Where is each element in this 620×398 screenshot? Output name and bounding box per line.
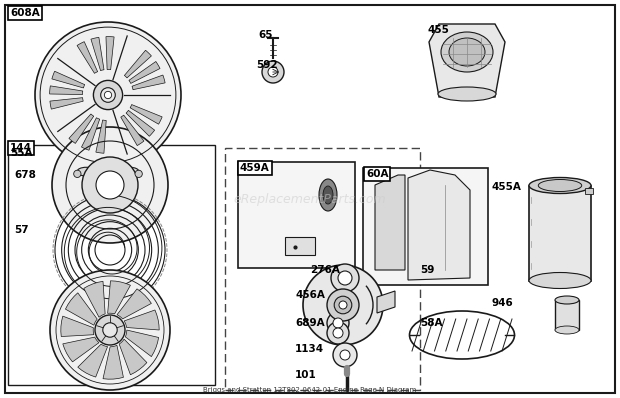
Polygon shape	[429, 24, 505, 97]
Text: 58A: 58A	[420, 318, 443, 328]
Bar	[285, 237, 315, 255]
Text: 144: 144	[10, 143, 32, 153]
Polygon shape	[78, 344, 108, 377]
Text: 57: 57	[14, 225, 29, 235]
Text: 678: 678	[14, 170, 36, 180]
Ellipse shape	[449, 38, 485, 66]
Polygon shape	[375, 175, 405, 270]
Ellipse shape	[438, 87, 496, 101]
Ellipse shape	[121, 167, 139, 176]
Ellipse shape	[555, 326, 579, 334]
Polygon shape	[129, 62, 160, 84]
Circle shape	[262, 61, 284, 83]
Circle shape	[327, 289, 359, 321]
Polygon shape	[125, 50, 151, 78]
Text: 455A: 455A	[492, 182, 522, 192]
Bar	[238, 162, 355, 268]
Text: 946: 946	[492, 298, 514, 308]
Polygon shape	[126, 110, 154, 136]
Bar	[529, 185, 591, 281]
Polygon shape	[77, 42, 97, 73]
Text: 459A: 459A	[240, 163, 270, 173]
Circle shape	[338, 271, 352, 285]
Text: Briggs and Stratton 12T802-0642-01 Engine Page N Diagram: Briggs and Stratton 12T802-0642-01 Engin…	[203, 387, 417, 393]
Bar	[225, 148, 420, 390]
Ellipse shape	[319, 179, 337, 211]
Circle shape	[334, 296, 352, 314]
Polygon shape	[106, 37, 114, 70]
Text: 65: 65	[258, 30, 273, 40]
Text: 592: 592	[256, 60, 278, 70]
Text: 1134: 1134	[295, 344, 324, 354]
Polygon shape	[84, 281, 105, 317]
Circle shape	[339, 301, 347, 309]
Polygon shape	[50, 86, 82, 95]
Polygon shape	[119, 339, 147, 375]
Ellipse shape	[77, 167, 95, 176]
Ellipse shape	[555, 296, 579, 304]
Polygon shape	[377, 291, 395, 313]
Circle shape	[333, 318, 343, 328]
Text: 60A: 60A	[366, 169, 389, 179]
Bar	[585, 187, 593, 193]
Polygon shape	[63, 337, 99, 362]
Polygon shape	[103, 345, 123, 379]
Text: 55A: 55A	[10, 148, 32, 158]
Circle shape	[50, 270, 170, 390]
Polygon shape	[69, 114, 94, 143]
Circle shape	[35, 22, 181, 168]
Polygon shape	[64, 159, 152, 179]
Bar	[363, 168, 488, 285]
Polygon shape	[132, 75, 165, 90]
Ellipse shape	[538, 179, 582, 191]
Circle shape	[96, 171, 124, 199]
Polygon shape	[130, 105, 162, 124]
Circle shape	[135, 170, 143, 178]
Polygon shape	[117, 289, 151, 319]
Text: 455: 455	[428, 25, 450, 35]
Bar	[8, 145, 215, 385]
Polygon shape	[52, 71, 85, 88]
Circle shape	[333, 343, 357, 367]
Circle shape	[74, 170, 81, 178]
Ellipse shape	[441, 32, 493, 72]
Circle shape	[333, 328, 343, 338]
Polygon shape	[91, 37, 104, 70]
Circle shape	[100, 88, 115, 102]
Circle shape	[303, 265, 383, 345]
Circle shape	[95, 315, 125, 345]
Ellipse shape	[323, 186, 333, 204]
Polygon shape	[66, 293, 97, 325]
Circle shape	[104, 92, 112, 99]
Circle shape	[82, 157, 138, 213]
Text: 608A: 608A	[10, 8, 40, 18]
Circle shape	[327, 322, 349, 344]
Text: 59: 59	[420, 265, 435, 275]
Polygon shape	[81, 118, 100, 150]
Circle shape	[103, 323, 117, 337]
Ellipse shape	[529, 178, 591, 193]
Bar	[555, 300, 579, 330]
Text: 276A: 276A	[310, 265, 340, 275]
Polygon shape	[125, 330, 159, 357]
Circle shape	[52, 127, 168, 243]
Circle shape	[94, 80, 123, 109]
Ellipse shape	[529, 273, 591, 289]
Polygon shape	[50, 98, 83, 109]
Polygon shape	[121, 115, 144, 146]
Polygon shape	[408, 170, 470, 280]
Text: eReplacementParts.com: eReplacementParts.com	[234, 193, 386, 207]
Polygon shape	[124, 310, 159, 330]
Polygon shape	[108, 281, 130, 314]
Circle shape	[331, 264, 359, 292]
Text: 101: 101	[295, 370, 317, 380]
Text: 456A: 456A	[295, 290, 325, 300]
Circle shape	[268, 67, 278, 77]
Circle shape	[340, 350, 350, 360]
Text: 689A: 689A	[295, 318, 325, 328]
Polygon shape	[61, 316, 94, 337]
Circle shape	[327, 312, 349, 334]
Polygon shape	[96, 120, 106, 153]
